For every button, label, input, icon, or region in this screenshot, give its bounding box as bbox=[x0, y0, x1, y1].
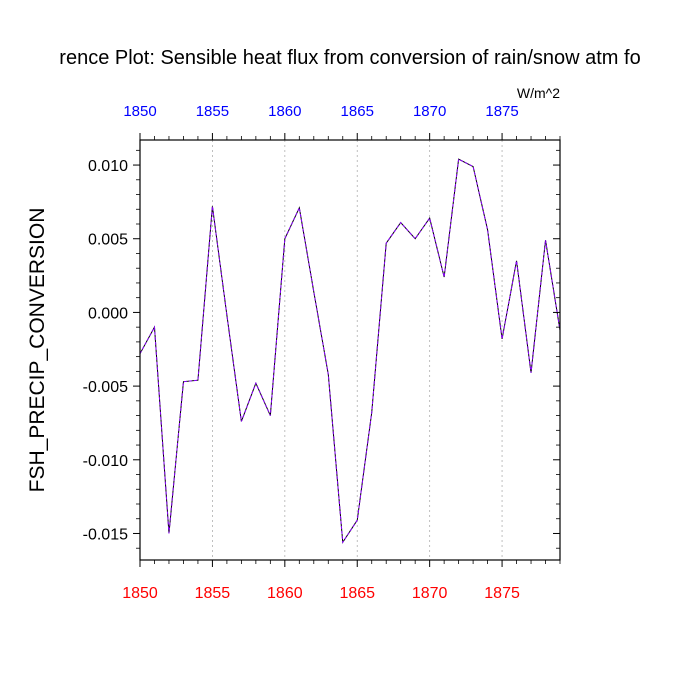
y-tick-label: 0.000 bbox=[88, 305, 128, 322]
x-tick-label-top: 1875 bbox=[485, 103, 518, 120]
y-tick-label: -0.015 bbox=[83, 526, 128, 543]
x-tick-label-bottom: 1865 bbox=[339, 585, 375, 602]
x-tick-labels-bottom: 1850 1855 1860 1865 1870 1875 bbox=[122, 585, 520, 602]
x-tick-label-top: 1865 bbox=[341, 103, 374, 120]
x-tick-label-top: 1850 bbox=[123, 103, 156, 120]
y-tick-label: -0.005 bbox=[83, 379, 128, 396]
series-group bbox=[139, 158, 561, 544]
x-tick-label-bottom: 1870 bbox=[412, 585, 448, 602]
x-tick-labels-top: 1850 1855 1860 1865 1870 1875 bbox=[123, 103, 518, 120]
grid-lines bbox=[139, 140, 503, 560]
x-tick-label-bottom: 1855 bbox=[195, 585, 231, 602]
x-tick-label-top: 1860 bbox=[268, 103, 301, 120]
x-tick-label-bottom: 1850 bbox=[122, 585, 158, 602]
axis-ticks bbox=[133, 133, 561, 567]
y-tick-labels: 0.010 0.005 0.000 -0.005 -0.010 -0.015 bbox=[83, 158, 128, 543]
series-line-1 bbox=[139, 158, 561, 544]
y-tick-label: -0.010 bbox=[83, 453, 128, 470]
units-label: W/m^2 bbox=[517, 85, 560, 101]
y-tick-label: 0.005 bbox=[88, 232, 128, 249]
y-axis-label: FSH_PRECIP_CONVERSION bbox=[26, 208, 49, 493]
plot-frame bbox=[139, 139, 561, 561]
chart-title: rence Plot: Sensible heat flux from conv… bbox=[59, 47, 640, 69]
x-tick-label-bottom: 1860 bbox=[267, 585, 303, 602]
x-tick-label-bottom: 1875 bbox=[484, 585, 520, 602]
x-tick-label-top: 1870 bbox=[413, 103, 446, 120]
y-tick-label: 0.010 bbox=[88, 158, 128, 175]
x-tick-label-top: 1855 bbox=[196, 103, 229, 120]
series-line-2 bbox=[139, 158, 561, 544]
